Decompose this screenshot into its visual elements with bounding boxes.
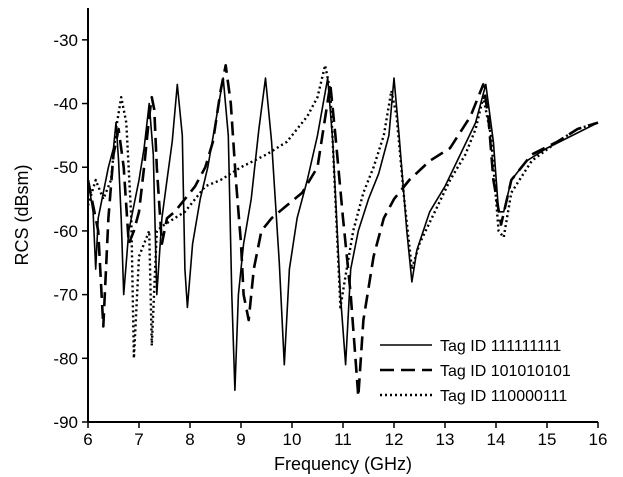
series-line-1 <box>87 77 599 391</box>
y-tick-label: -90 <box>53 413 78 432</box>
x-tick-label: 7 <box>134 430 143 449</box>
y-tick-label: -80 <box>53 349 78 368</box>
x-tick-label: 8 <box>185 430 194 449</box>
series-line-2 <box>86 64 599 398</box>
x-tick-label: 12 <box>385 430 404 449</box>
x-tick-label: 14 <box>487 430 506 449</box>
x-tick-label: 15 <box>538 430 557 449</box>
y-axis-label: RCS (dBsm) <box>12 164 32 265</box>
y-tick-label: -50 <box>53 158 78 177</box>
legend-label-2: Tag ID 101010101 <box>440 363 571 380</box>
x-tick-label: 10 <box>283 430 302 449</box>
series-line-3 <box>86 64 599 360</box>
y-tick-label: -30 <box>53 31 78 50</box>
plot-series-group <box>86 64 599 398</box>
legend: Tag ID 111111111 Tag ID 101010101 Tag ID 1… <box>380 338 571 405</box>
y-tick-label: -40 <box>53 95 78 114</box>
legend-label-3: Tag ID 110000111 <box>440 388 567 405</box>
legend-label-1: Tag ID 111111111 <box>440 338 561 355</box>
y-tick-label: -70 <box>53 286 78 305</box>
y-ticks: -90 -80 -70 -60 -50 -40 -30 <box>53 31 88 432</box>
x-axis-label: Frequency (GHz) <box>274 454 412 474</box>
x-tick-label: 13 <box>436 430 455 449</box>
x-ticks: 6 7 8 9 10 11 12 13 14 15 16 <box>83 422 607 449</box>
x-tick-label: 9 <box>236 430 245 449</box>
y-tick-label: -60 <box>53 222 78 241</box>
x-tick-label: 11 <box>334 430 352 449</box>
x-tick-label: 6 <box>83 430 92 449</box>
x-tick-label: 16 <box>589 430 608 449</box>
